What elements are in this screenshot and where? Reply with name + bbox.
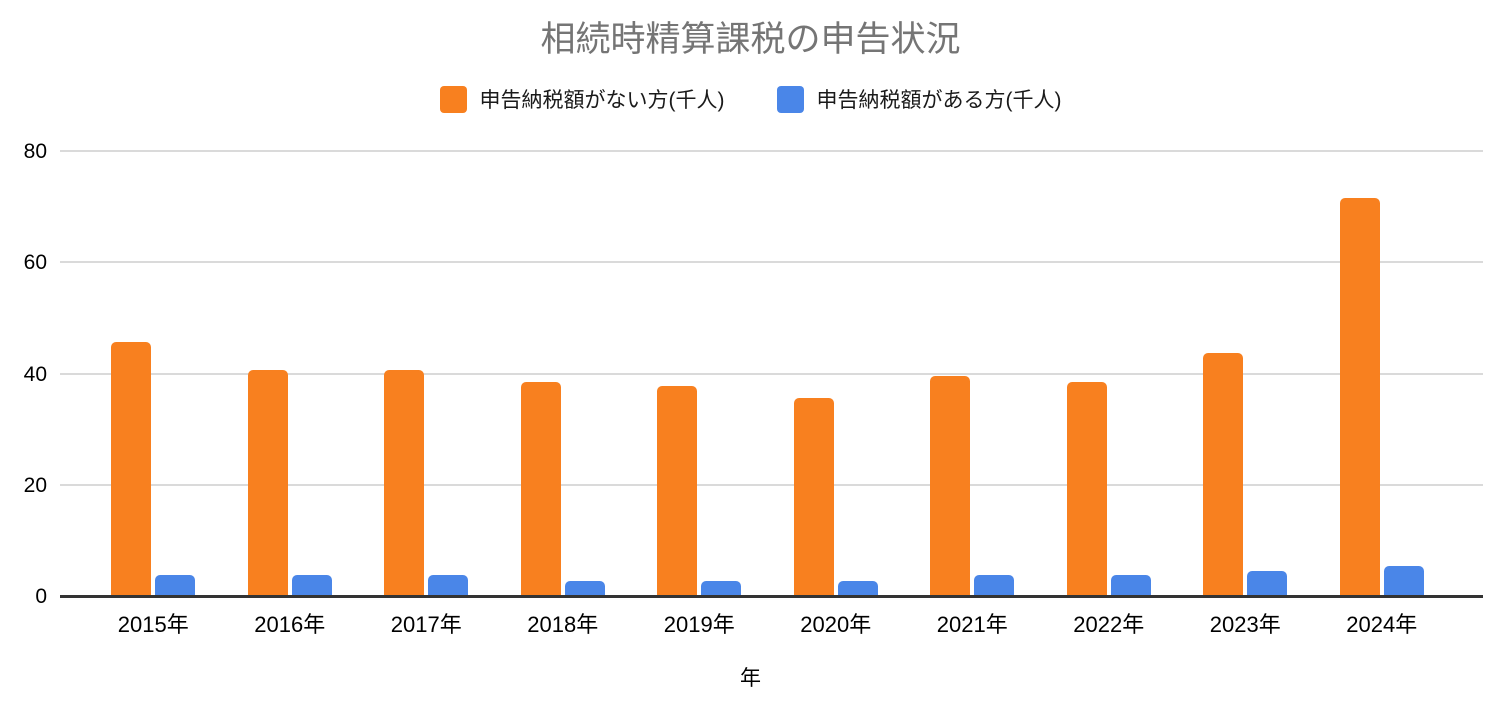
bar-no-tax-2018年 <box>520 381 561 597</box>
x-tick-label-2020年: 2020年 <box>800 612 872 637</box>
bar-no-tax-2021年 <box>930 376 971 597</box>
y-tick-label-60: 60 <box>23 251 47 275</box>
bar-group-2023年 <box>1177 152 1314 597</box>
x-tick-label-2016年: 2016年 <box>254 612 326 637</box>
y-axis-labels: 0 20 40 60 80 <box>0 140 47 608</box>
x-tick-label-2015年: 2015年 <box>117 612 189 637</box>
chart-legend: 申告納税額がない方(千人) 申告納税額がある方(千人) <box>0 84 1501 114</box>
x-axis-title: 年 <box>740 667 761 690</box>
bar-no-tax-2016年 <box>247 369 288 597</box>
y-tick-label-40: 40 <box>23 362 47 386</box>
bar-group-2017年 <box>358 152 495 597</box>
bar-no-tax-2019年 <box>657 385 698 597</box>
bar-has-tax-2023年 <box>1247 571 1288 597</box>
x-axis-line <box>60 595 1483 598</box>
legend-swatch-has-tax-icon <box>776 85 804 113</box>
bar-has-tax-2015年 <box>155 575 196 597</box>
bar-group-2015年 <box>85 152 222 597</box>
chart-title: 相続時精算課税の申告状況 <box>540 20 961 59</box>
x-tick-label-2023年: 2023年 <box>1209 612 1281 637</box>
legend-item-has-tax: 申告納税額がある方(千人) <box>776 84 1062 114</box>
bar-has-tax-2020年 <box>837 581 878 597</box>
x-tick-label-2024年: 2024年 <box>1346 612 1418 637</box>
bar-no-tax-2015年 <box>111 341 152 597</box>
bars-area <box>85 152 1450 597</box>
bar-group-2022年 <box>1041 152 1178 597</box>
gridline-40 <box>60 372 1483 375</box>
x-tick-label-2018年: 2018年 <box>527 612 599 637</box>
bar-has-tax-2018年 <box>564 580 605 597</box>
legend-label-no-tax: 申告納税額がない方(千人) <box>479 89 725 112</box>
plot-area <box>60 150 1483 598</box>
bar-group-2024年 <box>1314 152 1451 597</box>
x-tick-label-2017年: 2017年 <box>390 612 462 637</box>
gridline-80 <box>60 150 1483 152</box>
bar-no-tax-2023年 <box>1203 353 1244 597</box>
x-tick-label-2022年: 2022年 <box>1073 612 1145 637</box>
x-tick-label-2019年: 2019年 <box>663 612 735 637</box>
y-tick-label-0: 0 <box>35 585 47 608</box>
legend-item-no-tax: 申告納税額がない方(千人) <box>439 84 725 114</box>
bar-group-2020年 <box>768 152 905 597</box>
x-tick-label-2021年: 2021年 <box>936 612 1008 637</box>
bar-has-tax-2017年 <box>428 575 469 597</box>
legend-label-has-tax: 申告納税額がある方(千人) <box>816 89 1062 112</box>
bar-has-tax-2016年 <box>291 575 332 597</box>
legend-swatch-no-tax-icon <box>439 85 467 113</box>
bar-has-tax-2024年 <box>1383 565 1424 597</box>
bar-no-tax-2020年 <box>793 397 834 597</box>
y-tick-label-20: 20 <box>23 473 47 497</box>
bar-no-tax-2024年 <box>1339 197 1380 597</box>
bar-no-tax-2017年 <box>384 369 425 597</box>
bar-no-tax-2022年 <box>1066 381 1107 597</box>
gridline-60 <box>60 261 1483 264</box>
bar-has-tax-2022年 <box>1110 575 1151 597</box>
bar-has-tax-2021年 <box>974 575 1015 597</box>
bar-has-tax-2019年 <box>701 580 742 597</box>
y-tick-label-80: 80 <box>23 140 47 163</box>
bar-group-2021年 <box>904 152 1041 597</box>
bar-group-2019年 <box>631 152 768 597</box>
bar-group-2018年 <box>495 152 632 597</box>
gridline-20 <box>60 483 1483 486</box>
x-axis-labels: 2015年 2016年 2017年 2018年 2019年 2020年 2021年 2022年… <box>85 607 1450 639</box>
bar-group-2016年 <box>222 152 359 597</box>
